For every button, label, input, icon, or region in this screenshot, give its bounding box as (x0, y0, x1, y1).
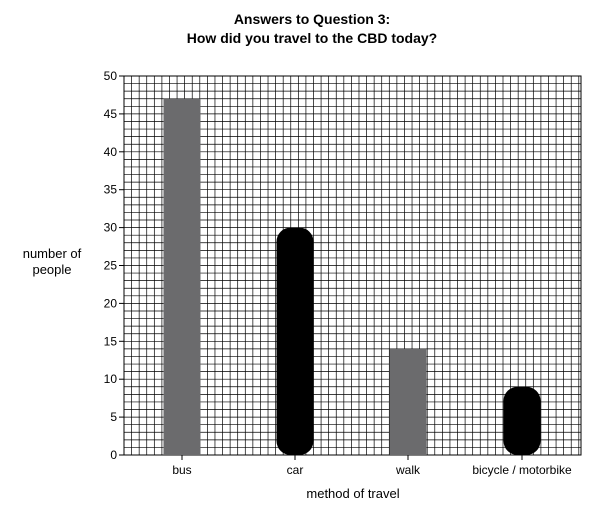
chart-bars (163, 98, 541, 456)
chart-subtitle: How did you travel to the CBD today? (187, 30, 437, 46)
y-axis-label-line-2: people (32, 262, 71, 277)
x-tick-label: bus (172, 463, 191, 477)
bar-car (276, 227, 314, 455)
y-tick-label: 40 (104, 145, 118, 159)
y-tick-label: 30 (104, 221, 118, 235)
y-tick-label: 25 (104, 259, 118, 273)
y-tick-label: 10 (104, 372, 118, 386)
y-axis-label-line-1: number of (23, 246, 82, 261)
bar-bus (163, 98, 201, 456)
x-tick-label: walk (395, 463, 421, 477)
chart-title: Answers to Question 3: (234, 11, 390, 27)
x-tick-label: bicycle / motorbike (472, 463, 572, 477)
x-axis: bus car walk bicycle / motorbike (172, 455, 572, 477)
y-tick-label: 35 (104, 183, 118, 197)
y-tick-label: 50 (104, 69, 118, 83)
bar-bicycle-motorbike (503, 386, 541, 455)
y-tick-label: 20 (104, 296, 118, 310)
y-tick-label: 15 (104, 334, 118, 348)
y-tick-label: 45 (104, 107, 118, 121)
bar-walk (389, 348, 427, 455)
y-tick-label: 5 (110, 410, 117, 424)
x-tick-label: car (287, 463, 304, 477)
y-axis: 0 5 10 15 20 25 30 35 40 45 50 (104, 69, 124, 462)
y-tick-label: 0 (110, 448, 117, 462)
x-axis-label: method of travel (306, 486, 399, 501)
